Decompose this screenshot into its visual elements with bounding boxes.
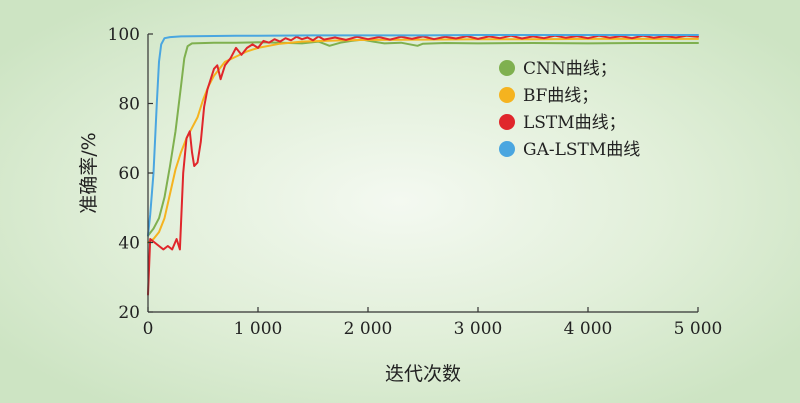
legend-label: BF曲线； [523, 86, 598, 106]
x-tick-label: 1 000 [234, 319, 283, 339]
y-tick-label: 80 [118, 95, 140, 115]
y-axis-title: 准确率/% [78, 132, 100, 213]
x-tick-label: 0 [143, 319, 154, 339]
y-tick-label: 60 [118, 164, 140, 184]
y-tick-label: 40 [118, 234, 140, 254]
series-line-2 [147, 34, 699, 296]
legend-label: LSTM曲线； [523, 113, 626, 133]
series-layer [147, 34, 699, 296]
series-line-3 [147, 34, 699, 237]
x-tick-label: 3 000 [454, 319, 503, 339]
x-tick-label: 5 000 [674, 319, 723, 339]
x-axis-title: 迭代次数 [385, 363, 461, 385]
y-tick-label: 20 [118, 303, 140, 323]
legend-marker [499, 87, 515, 103]
legend-marker [499, 141, 515, 157]
legend-label: GA-LSTM曲线 [523, 140, 640, 160]
legend-marker [499, 114, 515, 130]
ticks-layer: 0 1 000 2 000 3 000 4 000 5 000 20 40 60 80 100 [108, 25, 723, 339]
y-tick-label: 100 [108, 25, 140, 45]
series-line-1 [147, 37, 699, 244]
legend-marker [499, 60, 515, 76]
x-tick-label: 4 000 [564, 319, 613, 339]
x-tick-label: 2 000 [344, 319, 393, 339]
legend-label: CNN曲线； [523, 59, 617, 79]
legend: CNN曲线； BF曲线； LSTM曲线； GA-LSTM曲线 [499, 59, 640, 160]
